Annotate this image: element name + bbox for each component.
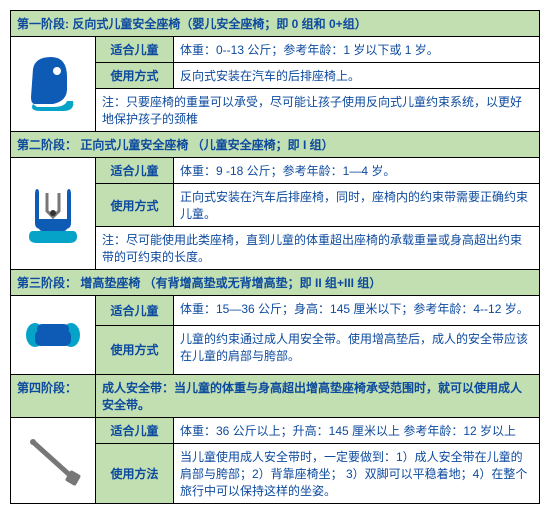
stage-header-rest: 成人安全带：当儿童的体重与身高超出增高垫座椅承受范围时，就可以使用成人安全带。 [96, 375, 540, 418]
stage-header-label: 第四阶段： [11, 375, 96, 418]
note-cell: 注：只要座椅的重量可以承受，尽可能让孩子使用反向式儿童约束系统，以更好地保护孩子… [96, 89, 540, 132]
child-seat-stages-table: 第一阶段: 反向式儿童安全座椅（婴儿安全座椅；即 0 组和 0+组） 适合儿童体… [10, 10, 540, 504]
stage-icon-cell [11, 37, 96, 132]
row-label: 使用方式 [96, 325, 174, 374]
rear-facing-seat-icon [23, 49, 83, 119]
stage-icon-cell [11, 158, 96, 270]
row-label: 适合儿童 [96, 158, 174, 184]
note-content: 只要座椅的重量可以承受，尽可能让孩子使用反向式儿童约束系统，以更好地保护孩子的颈… [102, 95, 522, 126]
row-content: 体重：36 公斤以上；升高：145 厘米以上 参考年龄：12 岁以上 [174, 418, 540, 444]
row-content: 体重：0--13 公斤；参考年龄：1 岁以下或 1 岁。 [174, 37, 540, 63]
seat-belt-icon [23, 426, 83, 496]
row-label: 适合儿童 [96, 296, 174, 326]
row-content: 反向式安装在汽车的后排座椅上。 [174, 63, 540, 89]
stage-header: 第二阶段： 正向式儿童安全座椅 （儿童安全座椅；即 I 组） [11, 132, 540, 158]
forward-facing-seat-icon [23, 179, 83, 249]
stage-icon-cell [11, 418, 96, 504]
row-label: 使用方法 [96, 444, 174, 504]
row-content: 体重：15—36 公斤；身高：145 厘米以下；参考年龄：4--12 岁。 [174, 296, 540, 326]
row-label: 适合儿童 [96, 418, 174, 444]
booster-seat-icon [23, 300, 83, 370]
stage-header: 第一阶段: 反向式儿童安全座椅（婴儿安全座椅；即 0 组和 0+组） [11, 11, 540, 37]
row-content: 儿童的约束通过成人用安全带。使用增高垫后，成人的安全带应该在儿童的肩部与胯部。 [174, 325, 540, 374]
note-label: 注： [102, 233, 126, 247]
row-content: 正向式安装在汽车后排座椅，同时，座椅内的约束带需要正确约束儿童。 [174, 184, 540, 227]
row-label: 使用方式 [96, 184, 174, 227]
stage-icon-cell [11, 296, 96, 375]
row-content: 当儿童使用成人安全带时，一定要做到：1）成人安全带在儿童的肩部与胯部；2）背靠座… [174, 444, 540, 504]
stage-header: 第三阶段： 增高垫座椅 （有背增高垫或无背增高垫；即 II 组+III 组） [11, 270, 540, 296]
note-cell: 注：尽可能使用此类座椅，直到儿童的体重超出座椅的承载重量或身高超出约束带的可约束… [96, 227, 540, 270]
row-content: 体重：9 -18 公斤；参考年龄：1—4 岁。 [174, 158, 540, 184]
row-label: 适合儿童 [96, 37, 174, 63]
note-content: 尽可能使用此类座椅，直到儿童的体重超出座椅的承载重量或身高超出约束带的可约束的长… [102, 233, 522, 264]
note-label: 注： [102, 95, 126, 109]
row-label: 使用方式 [96, 63, 174, 89]
